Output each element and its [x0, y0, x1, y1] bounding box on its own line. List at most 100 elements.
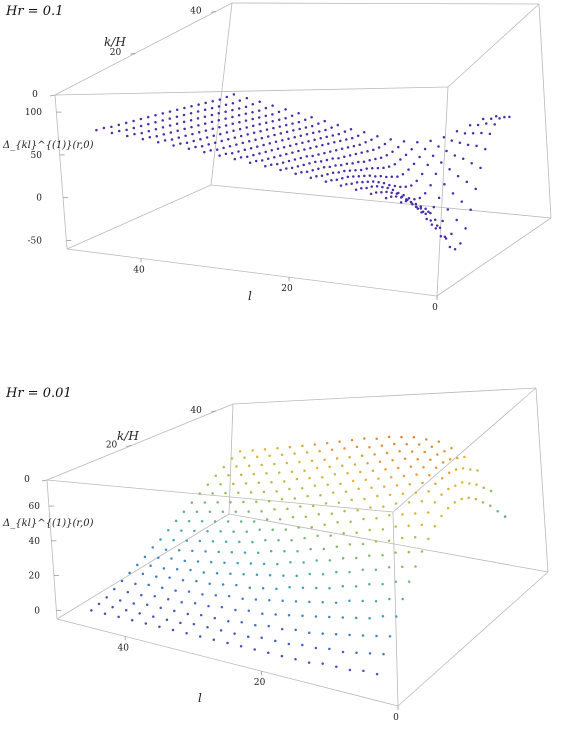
data-point [308, 476, 311, 480]
data-point [185, 631, 188, 635]
data-point [279, 132, 283, 135]
data-point [369, 192, 373, 196]
data-point [455, 218, 458, 222]
data-point [382, 166, 385, 170]
x-tick-mark [49, 94, 56, 97]
data-point [383, 142, 387, 146]
data-point [319, 494, 322, 497]
data-point [254, 623, 257, 627]
data-point [437, 196, 441, 200]
data-point [297, 120, 301, 124]
data-point [258, 528, 261, 532]
data-point [322, 166, 326, 169]
data-point [323, 151, 326, 155]
data-point [331, 134, 335, 137]
data-point [354, 556, 358, 560]
data-point [283, 480, 286, 483]
data-point [343, 155, 346, 159]
data-point [192, 139, 195, 143]
data-point [189, 568, 192, 572]
data-point [151, 546, 154, 549]
data-point [154, 121, 157, 124]
data-point [258, 152, 261, 155]
data-point [204, 129, 208, 132]
data-point [190, 105, 193, 108]
data-point [314, 615, 318, 618]
data-point [400, 435, 403, 439]
data-point [292, 129, 295, 132]
data-point [264, 121, 268, 125]
data-point [177, 136, 181, 139]
data-point [262, 490, 266, 494]
data-point [370, 138, 373, 142]
data-point [301, 141, 304, 144]
data-point [211, 99, 214, 103]
data-point [102, 126, 106, 130]
data-point [247, 609, 251, 613]
data-point [310, 124, 314, 128]
data-point [287, 642, 291, 646]
data-point [311, 504, 315, 508]
data-point [245, 126, 248, 129]
data-point [232, 129, 235, 132]
data-point [145, 603, 149, 607]
data-point [381, 553, 384, 557]
data-point [281, 161, 285, 164]
data-point [389, 138, 392, 141]
data-point [300, 171, 303, 174]
data-point [276, 447, 279, 450]
data-point [323, 523, 326, 527]
data-point [354, 188, 358, 191]
data-point [153, 595, 156, 598]
data-point [231, 108, 234, 112]
data-point [381, 185, 384, 189]
data-point [348, 154, 352, 157]
data-point [376, 494, 379, 498]
data-point [315, 466, 319, 470]
data-point [300, 487, 304, 490]
data-point [427, 511, 430, 514]
data-point [190, 125, 193, 129]
data-point [395, 484, 399, 487]
data-point [229, 572, 232, 576]
data-point [365, 186, 368, 190]
data-point [308, 162, 311, 165]
y-tick-label: 40 [133, 265, 145, 275]
data-point [244, 105, 248, 109]
data-point [395, 192, 399, 195]
data-point [217, 550, 220, 554]
data-point [157, 556, 160, 559]
data-point [481, 117, 485, 121]
data-point [237, 114, 241, 117]
data-point [179, 621, 182, 625]
data-point [456, 174, 460, 178]
y-tick-label: 20 [254, 678, 266, 688]
data-point [366, 461, 369, 465]
data-point [162, 133, 166, 136]
data-point [459, 242, 462, 245]
data-point [219, 530, 222, 533]
data-point [203, 150, 206, 154]
data-point [463, 455, 466, 459]
data-point [186, 612, 190, 616]
data-point [303, 118, 307, 121]
data-point [403, 457, 407, 461]
data-point [357, 174, 361, 178]
data-point [213, 616, 217, 620]
data-point [395, 615, 398, 618]
data-point [387, 539, 391, 543]
data-point [310, 459, 314, 463]
data-point [430, 445, 434, 449]
data-point [190, 501, 194, 504]
data-point [206, 483, 210, 486]
data-point [310, 525, 313, 529]
data-point [192, 622, 196, 626]
data-point [333, 473, 337, 476]
data-point [295, 477, 299, 481]
data-point [215, 148, 219, 151]
data-point [182, 120, 186, 124]
x-tick-mark [210, 10, 216, 13]
data-point [453, 248, 457, 251]
data-point [276, 562, 279, 566]
data-point [117, 129, 121, 133]
